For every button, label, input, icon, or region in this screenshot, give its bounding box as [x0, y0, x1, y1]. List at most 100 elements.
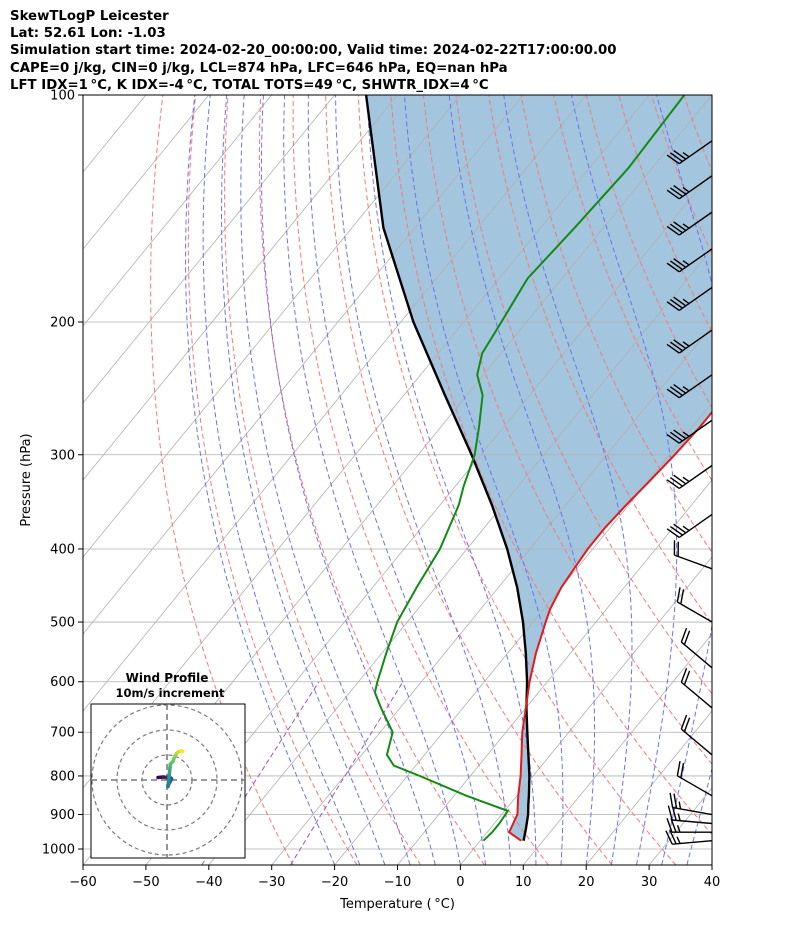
- barb-flag: [666, 388, 680, 399]
- barb-staff: [678, 286, 713, 311]
- wind-barb: [666, 513, 713, 538]
- barb-flag: [673, 383, 687, 394]
- barb-staff: [678, 329, 713, 354]
- wind-barb: [666, 419, 713, 444]
- barb-flag: [666, 154, 680, 165]
- isotherm--130: [83, 95, 273, 327]
- profiles: [364, 95, 712, 842]
- barb-flag: [666, 528, 680, 538]
- barb-flag: [666, 301, 680, 311]
- isotherm--90: [83, 95, 524, 635]
- time-line: Simulation start time: 2024-02-20_00:00:…: [10, 43, 617, 59]
- isotherm--40: [208, 248, 712, 865]
- hodograph-inset: Wind Profile 10m/s increment: [90, 671, 246, 859]
- isotherm--100: [83, 95, 461, 558]
- barb-staff: [678, 175, 713, 200]
- barb-flag: [666, 479, 680, 490]
- barb-staff: [680, 641, 713, 669]
- moist-adiabat: [185, 95, 336, 865]
- isotherm--50: [145, 171, 712, 865]
- wind-barb: [669, 792, 713, 816]
- barb-flag: [673, 474, 687, 485]
- barb-flag: [683, 630, 691, 645]
- barb-staff: [678, 374, 713, 399]
- isotherm--140: [83, 95, 210, 250]
- barb-staff: [678, 464, 713, 490]
- wind-barb: [667, 805, 713, 825]
- y-tick-label: 200: [50, 315, 75, 330]
- dry-adiabat: [716, 95, 794, 865]
- x-tick-label: −30: [258, 875, 285, 890]
- barb-flag: [682, 525, 690, 532]
- barb-flag: [666, 262, 680, 273]
- hodograph-title: Wind Profile: [126, 671, 209, 685]
- y-tick-label: 400: [50, 542, 75, 557]
- hodograph-subtitle: 10m/s increment: [116, 686, 225, 700]
- moist-adiabat: [656, 95, 712, 865]
- barb-flag: [682, 431, 690, 437]
- y-tick-label: 100: [50, 89, 75, 104]
- wind-barb: [666, 374, 713, 399]
- barb-flag: [682, 385, 690, 392]
- barb-staff: [678, 211, 713, 236]
- y-tick-label: 300: [50, 448, 75, 463]
- isotherm--110: [83, 95, 398, 481]
- barb-flag: [670, 817, 677, 833]
- barb-staff: [672, 819, 713, 825]
- dry-adiabat: [150, 95, 294, 865]
- barb-flag: [666, 225, 680, 236]
- barb-staff: [677, 601, 713, 623]
- y-tick-label: 800: [50, 769, 75, 784]
- barb-flag: [673, 339, 687, 349]
- barb-flag: [669, 792, 674, 808]
- barb-staff: [672, 840, 713, 845]
- barb-staff: [680, 728, 713, 756]
- moist-adiabat: [283, 95, 461, 865]
- barb-flag: [676, 836, 681, 844]
- isotherm--120: [83, 95, 335, 404]
- chart-title: SkewTLogP Leicester: [10, 9, 169, 24]
- isotherm--160: [83, 95, 84, 96]
- barb-flag: [676, 761, 681, 776]
- wind-barb: [666, 248, 713, 273]
- barb-flag: [667, 805, 673, 821]
- wind-barb: [676, 761, 713, 797]
- parcel-line: [364, 95, 531, 841]
- wind-barb: [680, 714, 713, 756]
- barb-flag: [673, 429, 687, 440]
- barb-flag: [682, 223, 690, 229]
- dewpoint-line: [373, 95, 686, 842]
- barb-flag: [669, 476, 683, 487]
- barb-flag: [677, 813, 681, 821]
- barb-flag: [680, 714, 688, 730]
- barb-flag: [676, 587, 681, 603]
- dry-adiabat: [292, 95, 549, 865]
- barb-flag: [666, 189, 680, 200]
- x-axis-label: Temperature ( °C): [339, 897, 455, 912]
- wind-barb: [666, 464, 713, 490]
- dry-adiabat: [749, 95, 794, 865]
- isotherm-40: [711, 864, 712, 865]
- y-tick-label: 600: [50, 675, 75, 690]
- wind-barb: [665, 830, 713, 845]
- wind-barb: [666, 329, 713, 354]
- y-axis-label: Pressure (hPa): [19, 433, 34, 526]
- dry-adiabat: [325, 95, 613, 865]
- barb-staff: [678, 248, 713, 273]
- isotherm--10: [397, 479, 712, 865]
- isotherm--80: [83, 95, 587, 712]
- hodograph-segment: [179, 749, 185, 754]
- isotherm-0: [460, 556, 712, 865]
- y-tick-label: 900: [50, 808, 75, 823]
- barb-flag: [669, 431, 683, 442]
- dry-adiabat: [224, 95, 422, 865]
- wind-barb: [666, 140, 713, 165]
- barb-flag: [678, 801, 682, 810]
- barb-flag: [680, 668, 688, 683]
- dry-adiabat: [390, 95, 712, 836]
- moist-adiabat: [202, 95, 361, 865]
- barb-flag: [673, 221, 687, 232]
- barb-flag: [673, 793, 678, 809]
- barb-flag: [665, 830, 673, 845]
